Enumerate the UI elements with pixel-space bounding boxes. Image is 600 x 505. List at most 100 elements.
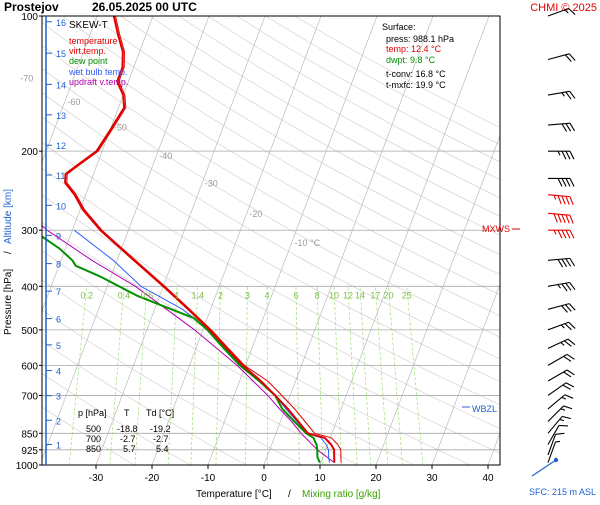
x-tick-label: 10 — [314, 473, 326, 484]
wind-barb — [548, 431, 564, 458]
wind-barb-feather — [557, 214, 562, 222]
wind-barb-feather — [566, 230, 570, 238]
surface-wind-arrow — [532, 460, 556, 476]
wind-barb — [548, 178, 574, 186]
pressure-tick-label: 200 — [21, 147, 38, 158]
mixing-ratio-label: 8 — [315, 290, 320, 300]
wind-barb-feather — [562, 124, 567, 132]
pressure-tick-label: 700 — [21, 391, 38, 402]
wind-barb — [548, 422, 568, 449]
y-axis-title: Pressure [hPa] / Altitude [km] — [3, 189, 14, 335]
wind-barb-feather — [566, 258, 571, 266]
wind-barb-shaft — [548, 354, 567, 365]
y-axis-title-altitude: Altitude [km] — [3, 189, 14, 244]
altitude-tick-label: 10 — [56, 201, 66, 211]
surface-dwpt: dwpt: 9.8 °C — [386, 55, 436, 65]
table-row: 700 -2.7 -2.7 — [86, 434, 169, 444]
wind-barb-half-feather — [554, 230, 556, 234]
wind-barb — [548, 258, 575, 268]
isotherm-label: -70 — [20, 74, 33, 84]
altitude-tick-label: 12 — [56, 141, 66, 151]
wind-barb-shaft — [548, 339, 568, 348]
altitude-tick-label: 9 — [56, 231, 61, 241]
wind-barb-feather — [565, 215, 570, 223]
isotherm-label: -10 °C — [294, 238, 320, 248]
mixing-ratio-line — [317, 286, 323, 465]
altitude-tick-label: 6 — [56, 315, 61, 325]
pressure-tick-label: 300 — [21, 226, 38, 237]
pressure-tick-label: 850 — [21, 429, 38, 440]
x-axis-title-temp: Temperature [°C] — [196, 489, 272, 500]
mixing-ratio-label: 20 — [384, 290, 394, 300]
mixing-ratio-label: 14 — [355, 290, 365, 300]
x-tick-label: -30 — [89, 473, 104, 484]
table-header-td: Td [°C] — [146, 408, 174, 418]
wind-barb-feather — [566, 151, 570, 159]
wind-barb-feather — [561, 215, 566, 223]
table-cell: 5.4 — [156, 444, 169, 454]
mixing-ratio-label: 12 — [343, 290, 353, 300]
surface-info: Surface: press: 988.1 hPa temp: 12.4 °C … — [382, 22, 454, 90]
pressure-tick-label: 500 — [21, 326, 38, 337]
isotherm-label: -40 — [159, 151, 172, 161]
mixing-ratio-label: 0.6 — [141, 290, 154, 300]
y-axis-title-pressure: Pressure [hPa] — [3, 269, 14, 335]
surface-tmxfc: t-mxfc: 19.9 °C — [386, 80, 446, 90]
table-cell: 5.7 — [123, 444, 136, 454]
wind-barb-feather — [556, 431, 565, 437]
x-tick-label: 0 — [261, 473, 267, 484]
wind-barb-feather — [570, 178, 574, 186]
wind-barb-feather — [562, 230, 566, 238]
surface-wind-dot — [554, 458, 558, 462]
wind-barb — [547, 195, 574, 205]
wind-barbs — [532, 7, 575, 476]
isotherm-label: -60 — [67, 97, 80, 107]
legend-temperature: temperature — [69, 36, 118, 46]
mixing-ratio-line — [135, 286, 147, 465]
legend-title: SKEW-T — [69, 20, 108, 31]
copyright: CHMI © 2025 — [530, 2, 597, 14]
altitude-tick-label: 14 — [56, 80, 66, 90]
wind-barb — [548, 303, 575, 317]
sounding-datetime: 26.05.2025 00 UTC — [92, 0, 197, 14]
mixing-ratio-label: 4 — [265, 290, 270, 300]
altitude-tick-label: 8 — [56, 260, 61, 270]
wind-barb-feather — [561, 196, 566, 204]
wind-barb-feather — [570, 123, 575, 131]
x-axis-title-sep: / — [288, 489, 291, 500]
altitude-tick-label: 1 — [56, 440, 61, 450]
wind-barb — [547, 213, 574, 223]
dry-adiabat — [92, 16, 600, 465]
mixing-ratio-label: 0.2 — [80, 290, 93, 300]
legend-virt-temp: virt.temp. — [69, 46, 106, 56]
mixing-ratio-label: 25 — [402, 290, 412, 300]
altitude-tick-label: 15 — [56, 49, 66, 59]
wind-barb — [548, 321, 575, 337]
mixing-ratio-label: 17 — [370, 290, 380, 300]
wind-barb-feather — [569, 197, 574, 205]
x-tick-label: 20 — [370, 473, 382, 484]
legend: SKEW-T temperature virt.temp. dew point … — [68, 20, 128, 87]
surface-tconv: t-conv: 16.8 °C — [386, 69, 446, 79]
legend-dew-point: dew point — [69, 56, 108, 66]
mixing-ratio-line — [375, 286, 387, 465]
altitude-tick-label: 16 — [56, 18, 66, 28]
mixing-ratio-label: 6 — [293, 290, 298, 300]
altitude-tick-label: 7 — [56, 287, 61, 297]
x-axis-title-mix: Mixing ratio [g/kg] — [302, 489, 381, 500]
wind-barb-shaft — [548, 383, 566, 396]
table-header-p: p [hPa] — [78, 408, 107, 418]
table-cell: -18.8 — [117, 424, 138, 434]
x-tick-label: 30 — [426, 473, 438, 484]
table-cell: -2.7 — [153, 434, 169, 444]
mixing-ratio-line — [389, 286, 403, 465]
wind-barb-feather — [558, 259, 563, 267]
surface-temp: temp: 12.4 °C — [386, 44, 442, 54]
wind-barb — [548, 282, 575, 294]
wind-barb-feather — [570, 151, 574, 159]
isotherm-line — [488, 16, 600, 465]
wind-barb-shaft — [548, 195, 570, 197]
wind-barb — [548, 403, 572, 427]
table-row: 850 5.7 5.4 — [86, 444, 169, 454]
